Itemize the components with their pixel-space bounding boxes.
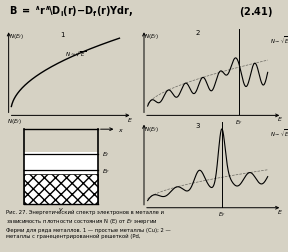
Bar — [24, 152, 98, 174]
Bar — [24, 174, 98, 204]
Text: $E$: $E$ — [127, 115, 133, 123]
Text: 1: 1 — [61, 32, 65, 38]
Text: $N(E_f)$: $N(E_f)$ — [144, 124, 159, 133]
Text: $\mathbf{B\ =\ {}^{\wedge}\!r^{\wedge}\!\backslash D_{i}(r){-}D_{f}(r)Ydr,}$: $\mathbf{B\ =\ {}^{\wedge}\!r^{\wedge}\!… — [9, 5, 133, 19]
Text: $N{\sim}\sqrt{E}$: $N{\sim}\sqrt{E}$ — [65, 49, 86, 58]
Text: $N{\sim}\sqrt{E}$: $N{\sim}\sqrt{E}$ — [270, 128, 288, 138]
Text: $E$: $E$ — [277, 115, 283, 123]
Text: $N{\sim}\sqrt{E}$: $N{\sim}\sqrt{E}$ — [270, 35, 288, 46]
Text: 2: 2 — [195, 30, 200, 36]
Text: $E_F$: $E_F$ — [218, 210, 226, 218]
Text: Рис. 27. Энергетический спектр электронов в металле и
зависимость плотности сост: Рис. 27. Энергетический спектр электроно… — [6, 209, 170, 238]
Text: $E_F$: $E_F$ — [101, 166, 110, 175]
Text: $E$: $E$ — [277, 207, 283, 215]
Text: $\mathbf{(2.41)}$: $\mathbf{(2.41)}$ — [239, 5, 274, 19]
Text: $N(E_f)$: $N(E_f)$ — [144, 32, 159, 41]
Text: $N(E_f)$: $N(E_f)$ — [7, 117, 22, 126]
Text: $x$: $x$ — [118, 126, 124, 133]
Text: $E_F$: $E_F$ — [235, 118, 242, 127]
Text: 3: 3 — [195, 122, 200, 128]
Text: $E_f$: $E_f$ — [101, 150, 109, 159]
Text: $N(E_f)$: $N(E_f)$ — [9, 32, 24, 41]
Text: $v$: $v$ — [58, 205, 64, 212]
